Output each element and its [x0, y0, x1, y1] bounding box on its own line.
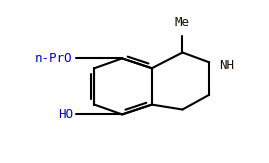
Text: NH: NH — [219, 59, 234, 72]
Text: n-PrO: n-PrO — [35, 52, 73, 65]
Text: Me: Me — [175, 16, 190, 29]
Text: HO: HO — [58, 108, 73, 121]
